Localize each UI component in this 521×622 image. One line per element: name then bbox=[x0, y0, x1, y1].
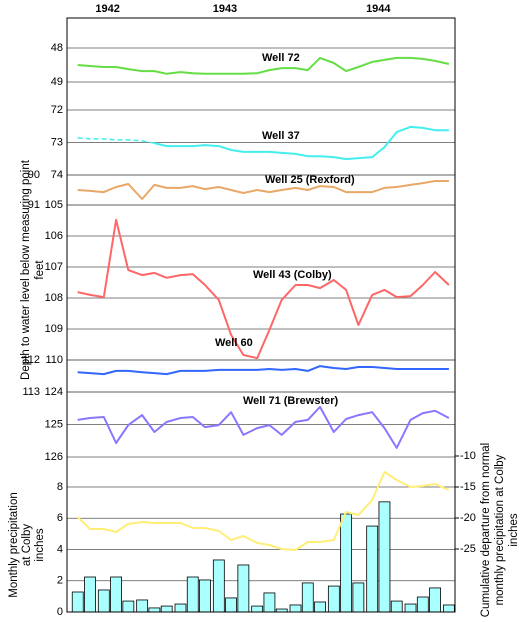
y-tick-label: 108 bbox=[45, 292, 63, 304]
y-tick-label: 124 bbox=[45, 386, 63, 398]
precipitation-bar bbox=[186, 576, 199, 613]
year-label: 1942 bbox=[95, 3, 119, 15]
y-tick-label: 8 bbox=[57, 481, 63, 493]
precipitation-bar bbox=[160, 605, 173, 613]
precipitation-bar bbox=[199, 579, 211, 613]
y-tick-label: 74 bbox=[51, 169, 63, 181]
precipitation-bar bbox=[366, 525, 379, 613]
precipitation-bar bbox=[301, 582, 314, 613]
precipitation-bar bbox=[174, 603, 187, 613]
precipitation-bar bbox=[416, 596, 429, 613]
y-tick-label: 110 bbox=[45, 354, 63, 366]
y-axis-title: inches bbox=[34, 528, 46, 561]
marks bbox=[71, 56, 455, 613]
y-axis-title: Depth to water level below measuring poi… bbox=[20, 159, 32, 380]
y-tick-label: 72 bbox=[51, 104, 63, 116]
precipitation-bar bbox=[136, 599, 149, 613]
y-tick-label: 107 bbox=[45, 261, 63, 273]
y2-axis-title: Cumulative departure from normal bbox=[480, 443, 492, 618]
precipitation-bar bbox=[110, 576, 122, 613]
y-tick-label: 73 bbox=[51, 136, 63, 148]
y-tick-label: 2 bbox=[57, 575, 63, 587]
precipitation-bar bbox=[340, 513, 353, 613]
precipitation-bar bbox=[404, 603, 417, 613]
water-level-line bbox=[77, 218, 450, 360]
y-tick-label: 90 bbox=[28, 169, 40, 181]
y-axis-title: feet bbox=[34, 260, 46, 280]
y-tick-label: 105 bbox=[45, 199, 63, 211]
precipitation-bar bbox=[263, 592, 276, 613]
precipitation-bar bbox=[378, 501, 391, 613]
y2-axis-title: monthly precipitation at Colby bbox=[494, 454, 506, 605]
precipitation-bar bbox=[84, 576, 96, 613]
y-tick-label: 112 bbox=[22, 354, 40, 366]
precipitation-bar bbox=[225, 597, 237, 613]
water-level-line bbox=[77, 180, 449, 200]
well-label: Well 43 (Colby) bbox=[253, 269, 332, 281]
y2-tick-label: -10 bbox=[460, 450, 476, 462]
year-label: 1943 bbox=[213, 3, 237, 15]
y-tick-label: 109 bbox=[45, 323, 63, 335]
precipitation-bar bbox=[251, 605, 264, 613]
y2-axis-title: inches bbox=[508, 513, 520, 546]
well-label: Well 25 (Rexford) bbox=[265, 174, 355, 186]
precipitation-bar bbox=[429, 587, 441, 613]
water-level-line bbox=[77, 365, 449, 376]
labels: 1942 1943 1944 Depth to water level below m… bbox=[8, 3, 520, 618]
precipitation-bar bbox=[97, 589, 110, 613]
well-label: Well 71 (Brewster) bbox=[243, 395, 339, 407]
precipitation-bar bbox=[122, 600, 135, 613]
y-tick-label: 0 bbox=[57, 606, 63, 618]
well-label: Well 37 bbox=[262, 130, 300, 142]
plot-frame bbox=[66, 17, 456, 613]
water-level-line bbox=[77, 405, 450, 449]
estimated-line bbox=[77, 137, 155, 144]
precipitation-bar bbox=[289, 604, 302, 613]
y2-tick-label: -20 bbox=[460, 512, 476, 524]
precipitation-bar bbox=[314, 601, 326, 613]
y-tick-label: 4 bbox=[57, 543, 63, 555]
precipitation-bar bbox=[442, 604, 455, 613]
y-tick-label: 6 bbox=[57, 512, 63, 524]
water-level-line bbox=[154, 125, 449, 161]
y2-tick-label: -15 bbox=[460, 481, 476, 493]
well-label: Well 60 bbox=[215, 337, 253, 349]
y-axis-title: Monthly precipitation bbox=[8, 492, 20, 597]
y-tick-label: 91 bbox=[28, 199, 40, 211]
precipitation-bar bbox=[390, 600, 403, 613]
precipitation-bar bbox=[212, 559, 225, 613]
y-axis-title: at Colby bbox=[21, 524, 33, 566]
y-tick-label: 106 bbox=[45, 230, 63, 242]
y-tick-label: 48 bbox=[51, 42, 63, 54]
precipitation-bar bbox=[327, 585, 340, 613]
y-tick-label: 125 bbox=[45, 418, 63, 430]
water-level-line bbox=[77, 56, 450, 75]
y-tick-label: 49 bbox=[51, 76, 63, 88]
y-tick-label: 126 bbox=[45, 451, 63, 463]
y-tick-label: 113 bbox=[22, 386, 40, 398]
precipitation-bar bbox=[352, 582, 365, 613]
precipitation-bar bbox=[148, 607, 161, 613]
precipitation-bar bbox=[237, 564, 250, 613]
y2-tick-label: -25 bbox=[460, 543, 476, 555]
departure-line bbox=[77, 471, 450, 551]
precipitation-bar bbox=[71, 591, 84, 613]
year-label: 1944 bbox=[366, 3, 391, 15]
well-label: Well 72 bbox=[262, 52, 300, 64]
